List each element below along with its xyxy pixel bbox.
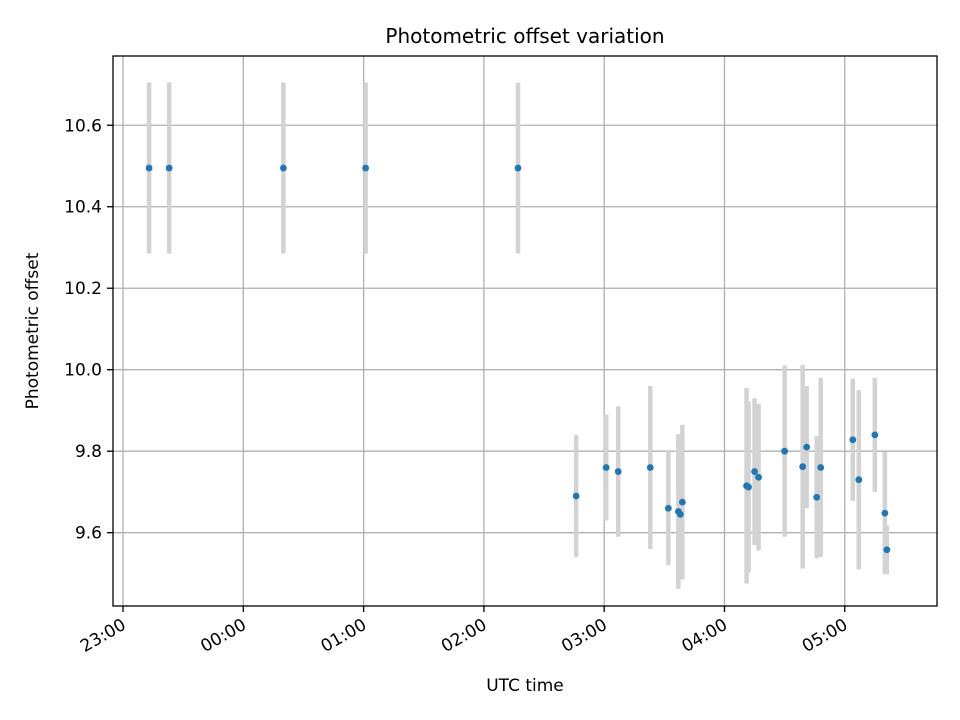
x-tick-label: 01:00 bbox=[318, 615, 370, 657]
data-point bbox=[678, 498, 686, 506]
x-tick-label: 23:00 bbox=[77, 615, 129, 657]
x-tick-label: 04:00 bbox=[679, 615, 731, 657]
plot-frame bbox=[112, 55, 938, 607]
tick-layer: 23:00 00:00 01:00 02:00 03:00 04:00 05:00 9.6 9.… bbox=[64, 116, 851, 657]
errorbar-layer bbox=[146, 82, 890, 589]
data-point bbox=[362, 164, 370, 172]
grid-layer bbox=[113, 56, 937, 606]
y-tick-label: 10.6 bbox=[64, 116, 102, 136]
y-tick-label: 9.8 bbox=[75, 442, 102, 462]
data-point bbox=[602, 464, 610, 471]
y-axis-title: Photometric offset bbox=[23, 252, 43, 409]
x-axis-title: UTC time bbox=[486, 676, 564, 696]
data-point bbox=[280, 164, 287, 172]
data-point bbox=[781, 447, 789, 455]
y-tick-label: 9.6 bbox=[75, 524, 102, 544]
point-layer bbox=[145, 164, 891, 554]
data-point bbox=[514, 164, 522, 172]
data-point bbox=[165, 164, 173, 172]
data-point bbox=[572, 492, 580, 500]
data-point bbox=[803, 443, 811, 451]
data-point bbox=[799, 463, 807, 471]
data-point bbox=[751, 468, 758, 475]
x-tick-label: 05:00 bbox=[799, 615, 851, 657]
y-tick-label: 10.4 bbox=[64, 198, 102, 218]
x-tick-label: 03:00 bbox=[558, 615, 610, 657]
x-tick-label: 02:00 bbox=[438, 615, 490, 657]
data-point bbox=[745, 483, 752, 491]
data-point bbox=[817, 464, 825, 471]
data-point bbox=[813, 493, 821, 501]
data-point bbox=[145, 164, 153, 172]
data-point bbox=[849, 436, 857, 444]
y-tick-label: 10.0 bbox=[64, 361, 102, 381]
y-tick-label: 10.2 bbox=[64, 279, 102, 299]
data-point bbox=[871, 431, 879, 439]
data-point bbox=[883, 546, 891, 554]
x-tick-label: 00:00 bbox=[197, 615, 249, 657]
chart-title: Photometric offset variation bbox=[385, 24, 664, 48]
data-point bbox=[646, 464, 654, 471]
data-point bbox=[676, 510, 684, 518]
data-point bbox=[855, 476, 863, 484]
data-point bbox=[614, 468, 622, 475]
data-point bbox=[664, 504, 672, 512]
data-point bbox=[881, 509, 889, 517]
data-point bbox=[755, 473, 762, 481]
